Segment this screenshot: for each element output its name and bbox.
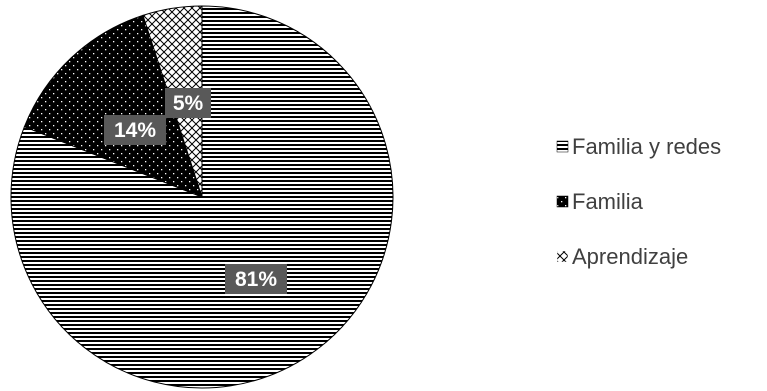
legend-label: Familia xyxy=(572,189,644,214)
legend-label: Familia y redes xyxy=(572,134,721,159)
legend-swatch-crosshatch-icon xyxy=(556,250,569,263)
data-label-aprendizaje: 5% xyxy=(165,88,211,118)
chart-legend: Familia y redes Familia Aprendizaje xyxy=(556,134,721,269)
data-label-familia: 14% xyxy=(104,115,166,145)
data-label-background xyxy=(104,115,166,145)
data-label-familia-y-redes: 81% xyxy=(225,264,287,294)
legend-swatch-horizontal-lines-icon xyxy=(556,140,569,153)
data-label-background xyxy=(225,264,287,294)
legend-entry-familia-y-redes: Familia y redes xyxy=(556,134,721,159)
legend-entry-familia: Familia xyxy=(556,189,644,214)
legend-label: Aprendizaje xyxy=(572,244,688,269)
data-label-text: 5% xyxy=(173,92,204,115)
legend-entry-aprendizaje: Aprendizaje xyxy=(556,244,688,269)
data-label-background xyxy=(165,88,211,118)
legend-swatch-dots-on-black-icon xyxy=(556,195,569,208)
data-label-text: 81% xyxy=(235,268,277,291)
data-label-text: 14% xyxy=(114,119,156,142)
pie-data-labels: 81% 14% 5% xyxy=(104,88,287,294)
pie-slices xyxy=(10,5,394,389)
